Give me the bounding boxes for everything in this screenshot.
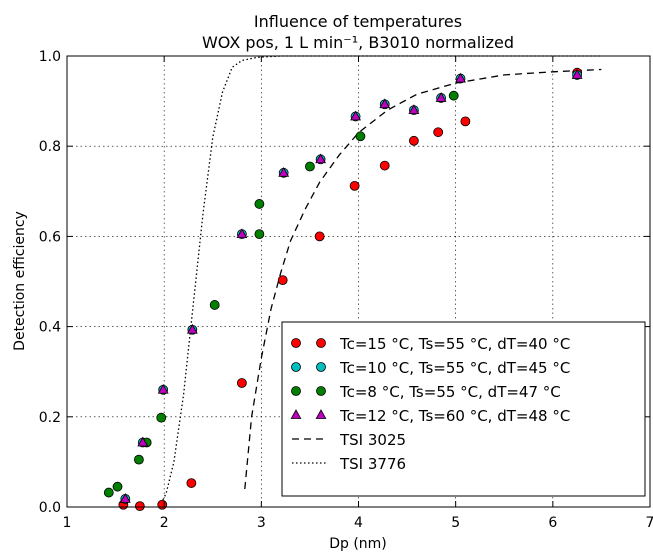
chart-subtitle: WOX pos, 1 L min⁻¹, B3010 normalized: [202, 33, 514, 52]
x-axis-label: Dp (nm): [329, 536, 387, 552]
marker-series-3: [315, 153, 327, 164]
y-tick-label: 1.0: [39, 49, 61, 65]
legend-marker-1: [291, 362, 301, 372]
marker-series-2: [134, 454, 144, 465]
marker-series-0: [186, 478, 197, 488]
legend-box: [281, 321, 646, 497]
curve-series-4: [244, 68, 602, 490]
legend-label-1: Tc=10 °C, Ts=55 °C, dT=45 °C: [339, 359, 570, 377]
marker-series-2: [355, 131, 366, 142]
grid-lines: [67, 56, 650, 507]
marker-series-2: [305, 161, 315, 172]
data-markers: [103, 67, 583, 511]
marker-series-0: [236, 378, 247, 388]
y-tick-label: 0.2: [39, 410, 61, 426]
marker-series-3: [350, 110, 362, 121]
x-tick-label: 2: [160, 515, 169, 531]
marker-series-2: [112, 481, 123, 492]
chart-title: Influence of temperatures: [254, 12, 462, 31]
marker-series-0: [277, 275, 288, 286]
legend-entries: Tc=15 °C, Ts=55 °C, dT=40 °C Tc=10 °C, Ts…: [290, 335, 570, 473]
marker-series-2: [103, 487, 114, 498]
marker-series-0: [134, 501, 145, 511]
x-tick-label: 7: [646, 515, 653, 531]
marker-series-0: [408, 135, 419, 146]
y-tick-label: 0.8: [39, 139, 61, 155]
marker-series-2: [209, 300, 220, 310]
marker-series-3: [408, 104, 420, 115]
marker-series-2: [254, 199, 265, 209]
legend-label-5: TSI 3776: [339, 455, 406, 473]
x-tick-label: 3: [257, 515, 266, 531]
marker-series-0: [379, 160, 390, 171]
legend-marker-1: [316, 362, 326, 372]
y-axis-label: Detection efficiency: [12, 211, 28, 351]
marker-series-2: [254, 229, 265, 240]
marker-series-3: [435, 92, 447, 102]
marker-series-3: [571, 69, 583, 79]
marker-series-3: [137, 436, 149, 447]
legend-label-2: Tc=8 °C, Ts=55 °C, dT=47 °C: [339, 383, 561, 401]
marker-series-0: [433, 127, 444, 138]
x-tick-label: 6: [548, 515, 557, 531]
legend-marker-0: [316, 338, 326, 348]
x-tick-label: 4: [354, 515, 363, 531]
legend-label-0: Tc=15 °C, Ts=55 °C, dT=40 °C: [339, 335, 570, 353]
legend-marker-2: [291, 386, 301, 396]
marker-series-3: [119, 493, 131, 503]
y-tick-label: 0.0: [39, 500, 61, 516]
legend-marker-3: [290, 409, 302, 419]
marker-series-3: [455, 72, 466, 83]
legend-marker-2: [316, 386, 326, 396]
x-tick-label: 1: [63, 515, 72, 531]
legend-marker-0: [291, 338, 301, 348]
marker-series-2: [156, 412, 167, 423]
y-tick-label: 0.6: [39, 229, 61, 245]
marker-series-3: [157, 383, 169, 394]
marker-series-0: [157, 499, 168, 510]
marker-series-3: [186, 323, 198, 334]
axis-ticks: 1 2 3 4 5 6 7 0.0 0.2 0.4 0.6 0.8 1.0: [39, 49, 653, 531]
marker-series-3: [236, 228, 248, 239]
x-tick-label: 5: [451, 515, 460, 531]
legend-marker-3: [315, 409, 327, 419]
marker-series-3: [278, 166, 290, 177]
marker-series-2: [448, 90, 459, 101]
legend-label-3: Tc=12 °C, Ts=60 °C, dT=48 °C: [339, 407, 570, 425]
y-tick-label: 0.4: [39, 320, 61, 336]
marker-series-0: [460, 116, 471, 127]
marker-series-0: [349, 180, 360, 191]
marker-series-0: [314, 231, 325, 242]
marker-series-3: [379, 98, 391, 109]
legend-label-4: TSI 3025: [339, 431, 406, 449]
legend: Tc=15 °C, Ts=55 °C, dT=40 °C Tc=10 °C, Ts…: [281, 321, 646, 497]
